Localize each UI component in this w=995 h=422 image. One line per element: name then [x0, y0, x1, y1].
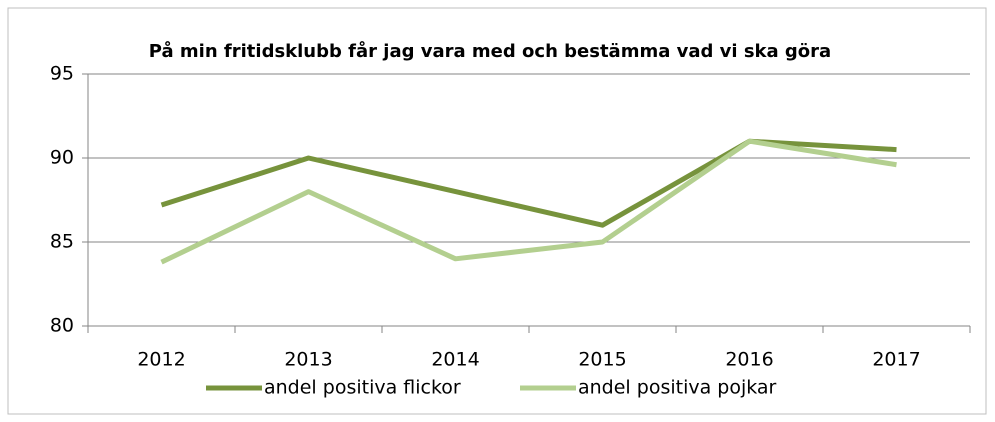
y-tick-label: 95	[50, 63, 74, 85]
legend-label: andel positiva flickor	[264, 377, 461, 399]
series-line	[160, 138, 897, 228]
x-tick-label: 2012	[137, 349, 185, 371]
chart-border	[7, 7, 987, 415]
series-line	[160, 138, 897, 265]
x-tick-label: 2013	[284, 349, 332, 371]
x-tick-label: 2014	[431, 349, 479, 371]
x-tick-label: 2017	[872, 349, 920, 371]
legend-label: andel positiva pojkar	[578, 377, 777, 399]
x-tick-label: 2016	[725, 349, 773, 371]
y-tick-label: 80	[50, 315, 74, 337]
x-tick-label: 2015	[578, 349, 626, 371]
y-tick-label: 85	[50, 231, 74, 253]
chart-title: På min fritidsklubb får jag vara med och…	[149, 40, 831, 62]
y-tick-label: 90	[50, 147, 74, 169]
